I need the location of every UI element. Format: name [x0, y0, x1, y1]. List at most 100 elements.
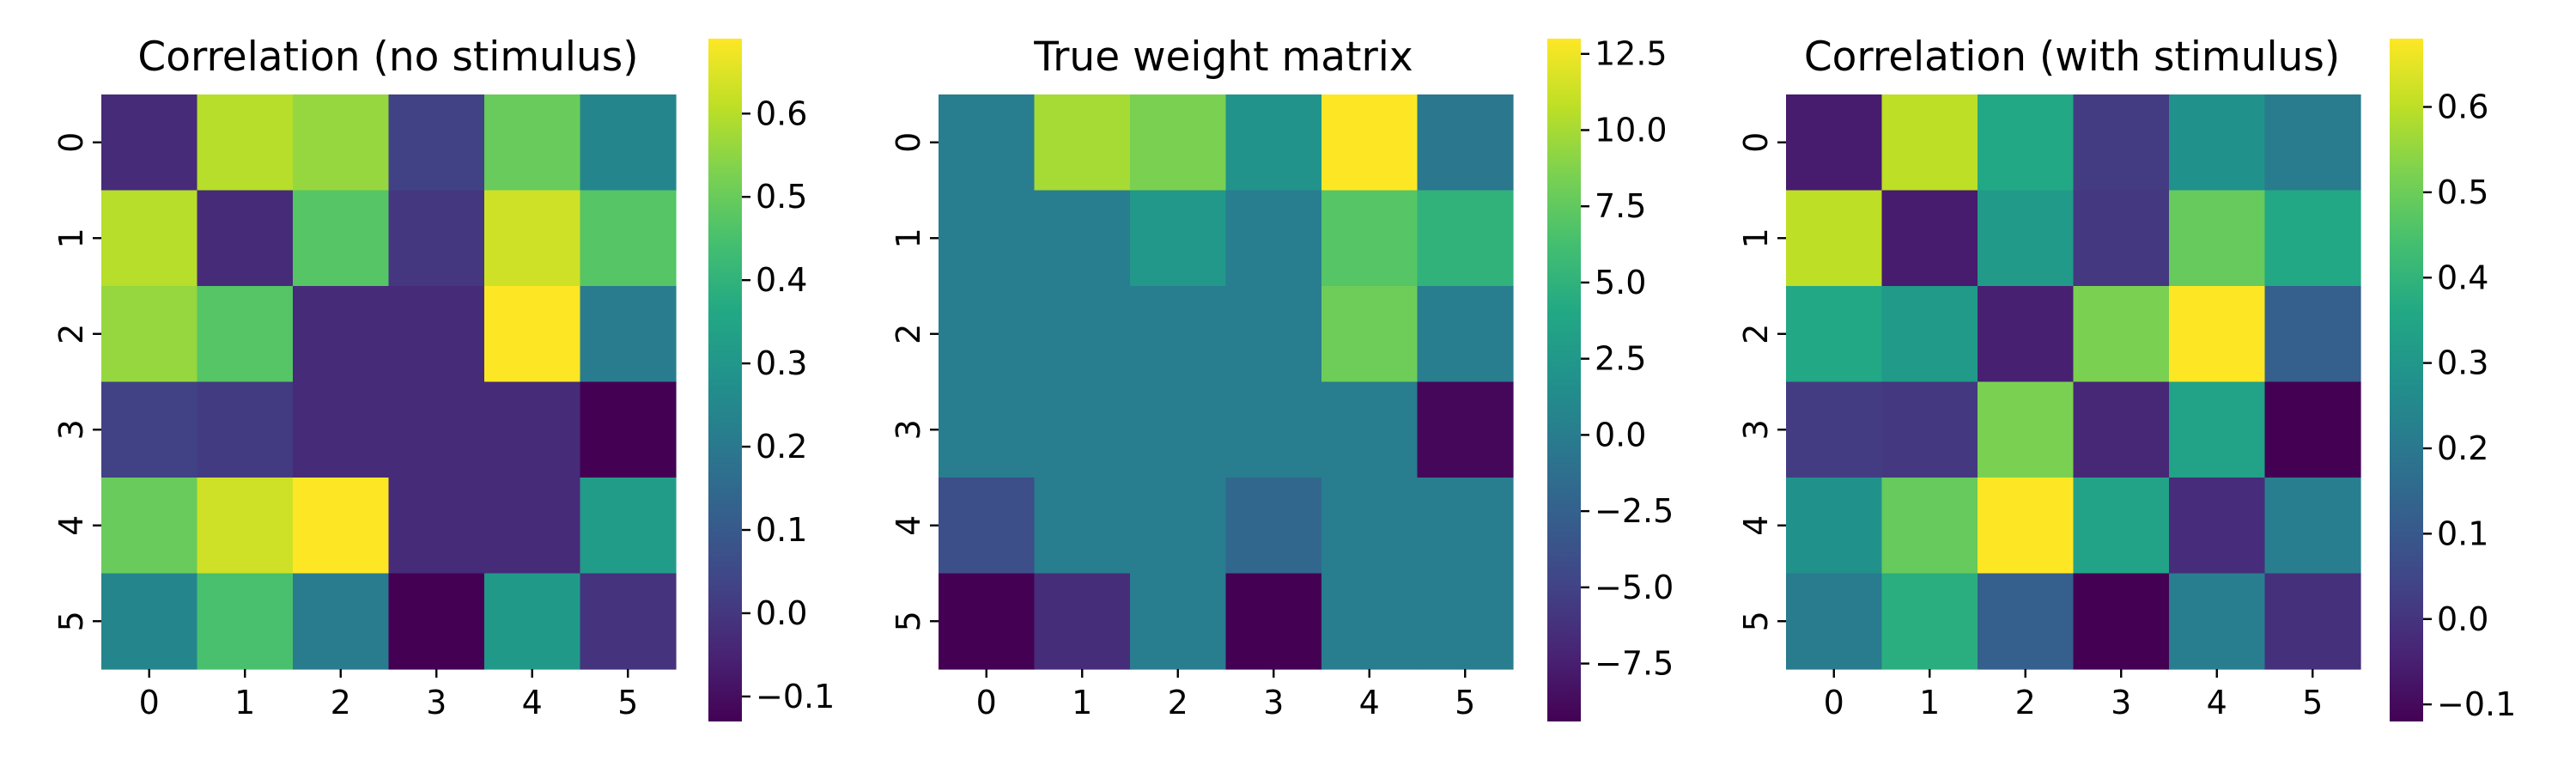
colorbar-tick-label: −7.5 [1595, 645, 1674, 683]
heatmap-cell [1130, 190, 1227, 287]
colorbar-ticks: −0.1 0.0 0.1 0.2 0.3 0.4 0.5 0.6 [2423, 88, 2516, 723]
heatmap-cell [1881, 190, 1978, 287]
colorbar-tick-label: 0.5 [756, 178, 807, 216]
heatmap-cell [1978, 190, 2075, 287]
colorbar-tick-label: 0.1 [2437, 514, 2488, 552]
heatmap-cell [1225, 94, 1322, 192]
heatmap-cell [1881, 381, 1978, 478]
heatmap-cell [1225, 190, 1322, 287]
heatmap-cell [197, 190, 294, 287]
y-tick-label: 3 [52, 419, 90, 440]
colorbar-tick-label: 0.6 [756, 94, 807, 132]
heatmap-cell [1786, 190, 1883, 287]
y-tick-label: 1 [52, 228, 90, 248]
heatmap-cell [2169, 381, 2266, 478]
heatmap-cell [2073, 94, 2170, 192]
colorbar [2390, 39, 2423, 721]
x-axis-ticks: 0 1 2 3 4 5 [139, 669, 638, 721]
heatmap-cell [1034, 94, 1131, 192]
y-tick-label: 5 [890, 611, 927, 631]
heatmap-cell [484, 94, 581, 192]
heatmap-cell [1034, 286, 1131, 383]
heatmap-cell [1130, 381, 1227, 478]
colorbar-tick-label: −2.5 [1595, 492, 1674, 530]
x-tick-label: 3 [1263, 684, 1284, 721]
chart-title: Correlation (with stimulus) [1804, 33, 2340, 81]
heatmap-cell [388, 190, 485, 287]
heatmap-cell [2264, 94, 2361, 192]
x-tick-label: 0 [139, 684, 160, 721]
heatmap-cell [2264, 286, 2361, 383]
y-tick-label: 4 [890, 515, 927, 536]
heatmap-cell [939, 190, 1036, 287]
heatmap-cell [1417, 478, 1514, 575]
x-tick-label: 5 [617, 684, 638, 721]
heatmap-cell [939, 573, 1036, 670]
heatmap-cell [1978, 94, 2075, 192]
heatmap-panel-with-stimulus: Correlation (with stimulus) 0 1 2 3 4 5 0 1 2 3 4… [1737, 33, 2516, 723]
colorbar-tick-label: 2.5 [1595, 340, 1646, 378]
y-tick-label: 2 [52, 324, 90, 344]
x-tick-label: 1 [234, 684, 255, 721]
colorbar-tick-label: 0.2 [2437, 429, 2488, 467]
colorbar-tick-label: 0.5 [2437, 173, 2488, 211]
heatmap-cell [580, 478, 677, 575]
heatmap-cell [580, 190, 677, 287]
heatmap-cell [197, 381, 294, 478]
heatmap-cell [1881, 94, 1978, 192]
colorbar-tick-label: 0.4 [2437, 259, 2488, 296]
y-tick-label: 2 [890, 324, 927, 344]
chart-title: Correlation (no stimulus) [137, 33, 638, 81]
heatmap-cell [484, 573, 581, 670]
colorbar-tick-label: 0.2 [756, 428, 807, 466]
heatmap-cell [2073, 573, 2170, 670]
heatmap-cell [2073, 286, 2170, 383]
chart-title: True weight matrix [1033, 33, 1413, 81]
heatmap-cell [1034, 573, 1131, 670]
heatmap-cell [580, 94, 677, 192]
x-tick-label: 2 [331, 684, 351, 721]
heatmap-cell [939, 94, 1036, 192]
y-tick-label: 5 [52, 611, 90, 631]
y-axis-ticks: 0 1 2 3 4 5 [890, 132, 939, 631]
heatmap-cell [1786, 94, 1883, 192]
heatmap-panel-true-weights: True weight matrix 0 1 2 3 4 5 0 1 2 3 4 5 −7.5 −5.… [890, 33, 1674, 721]
heatmap-cell [2169, 190, 2266, 287]
x-tick-label: 3 [2111, 684, 2131, 721]
heatmap-cell [293, 286, 390, 383]
x-tick-label: 1 [1919, 684, 1940, 721]
heatmap-cell [1225, 381, 1322, 478]
heatmap-cell [101, 286, 198, 383]
colorbar [1547, 39, 1581, 721]
heatmap-cell [1130, 94, 1227, 192]
heatmap-cell [1978, 573, 2075, 670]
colorbar-tick-label: 0.0 [756, 594, 807, 632]
heatmap-cell [1034, 381, 1131, 478]
heatmap-cell [293, 573, 390, 670]
y-tick-label: 5 [1737, 611, 1775, 631]
heatmap-cell [197, 573, 294, 670]
heatmap-cell [293, 381, 390, 478]
heatmap-cell [388, 573, 485, 670]
x-tick-label: 2 [2015, 684, 2036, 721]
x-tick-label: 5 [1455, 684, 1475, 721]
x-axis-ticks: 0 1 2 3 4 5 [976, 669, 1475, 721]
y-axis-ticks: 0 1 2 3 4 5 [52, 132, 101, 631]
colorbar-tick-label: 5.0 [1595, 264, 1646, 301]
heatmap-cell [197, 94, 294, 192]
y-tick-label: 4 [1737, 515, 1775, 536]
x-axis-ticks: 0 1 2 3 4 5 [1824, 669, 2323, 721]
x-tick-label: 0 [1824, 684, 1844, 721]
colorbar-tick-label: 0.3 [2437, 344, 2488, 382]
heatmap-cell [101, 190, 198, 287]
heatmap-cell [484, 286, 581, 383]
heatmap-cell [1417, 286, 1514, 383]
y-tick-label: 0 [52, 132, 90, 153]
heatmap-cell [1321, 286, 1419, 383]
heatmap-cell [1225, 286, 1322, 383]
heatmap-cell [1978, 286, 2075, 383]
heatmap-cell [1130, 286, 1227, 383]
heatmap-cell [1417, 190, 1514, 287]
colorbar-tick-label: 0.1 [756, 511, 807, 549]
